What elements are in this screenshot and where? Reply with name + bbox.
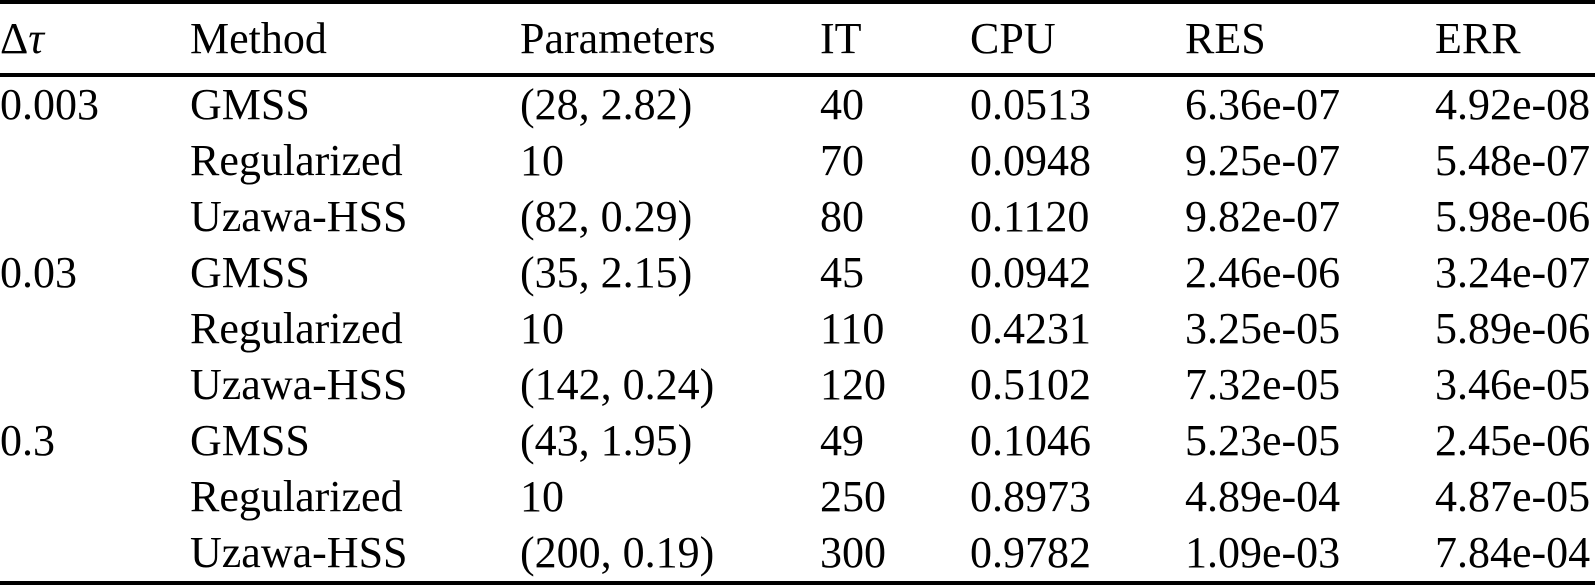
cell-dtau [0,469,190,525]
table-row: Regularized 10 110 0.4231 3.25e-05 5.89e… [0,301,1595,357]
table-row: Uzawa-HSS (142, 0.24) 120 0.5102 7.32e-0… [0,357,1595,413]
cell-it: 250 [820,472,886,521]
cell-it: 49 [820,416,864,465]
cell-method: Regularized [190,472,403,521]
delta-symbol: Δ [0,13,29,63]
table-row: Uzawa-HSS (82, 0.29) 80 0.1120 9.82e-07 … [0,189,1595,245]
table-row: Regularized 10 70 0.0948 9.25e-07 5.48e-… [0,133,1595,189]
cell-parameters: 10 [520,136,564,185]
cell-err: 5.48e-07 [1435,136,1591,185]
cell-cpu: 0.0948 [970,136,1091,185]
cell-dtau: 0.3 [0,416,55,465]
header-parameters: Parameters [520,2,820,77]
cell-res: 7.32e-05 [1185,360,1341,409]
table-row: 0.03 GMSS (35, 2.15) 45 0.0942 2.46e-06 … [0,245,1595,301]
cell-method: GMSS [190,248,310,297]
table-row: Uzawa-HSS (200, 0.19) 300 0.9782 1.09e-0… [0,525,1595,583]
header-it: IT [820,2,970,77]
cell-method: GMSS [190,80,310,129]
cell-res: 2.46e-06 [1185,248,1341,297]
cell-cpu: 0.5102 [970,360,1091,409]
header-err: ERR [1435,2,1595,77]
table-row: 0.3 GMSS (43, 1.95) 49 0.1046 5.23e-05 2… [0,413,1595,469]
header-dtau: Δτ [0,2,190,77]
cell-method: Uzawa-HSS [190,528,408,577]
cell-it: 40 [820,80,864,129]
cell-err: 5.89e-06 [1435,304,1591,353]
cell-err: 5.98e-06 [1435,192,1591,241]
cell-method: Regularized [190,304,403,353]
table-row: 0.003 GMSS (28, 2.82) 40 0.0513 6.36e-07… [0,75,1595,133]
cell-cpu: 0.0942 [970,248,1091,297]
cell-err: 7.84e-04 [1435,528,1591,577]
cell-cpu: 0.8973 [970,472,1091,521]
cell-it: 80 [820,192,864,241]
cell-err: 4.87e-05 [1435,472,1591,521]
cell-it: 300 [820,528,886,577]
cell-parameters: (142, 0.24) [520,360,715,409]
cell-parameters: (43, 1.95) [520,416,693,465]
cell-dtau: 0.003 [0,80,99,129]
table-header-row: Δτ Method Parameters IT CPU RES ERR [0,2,1595,77]
cell-dtau [0,525,190,583]
cell-res: 4.89e-04 [1185,472,1341,521]
cell-parameters: 10 [520,304,564,353]
cell-dtau [0,189,190,245]
cell-parameters: (82, 0.29) [520,192,693,241]
table-row: Regularized 10 250 0.8973 4.89e-04 4.87e… [0,469,1595,525]
header-res: RES [1185,2,1435,77]
cell-res: 9.25e-07 [1185,136,1341,185]
tau-symbol: τ [28,13,45,63]
cell-cpu: 0.0513 [970,80,1091,129]
cell-res: 1.09e-03 [1185,528,1341,577]
cell-dtau: 0.03 [0,248,77,297]
cell-method: GMSS [190,416,310,465]
cell-parameters: (200, 0.19) [520,528,715,577]
cell-res: 9.82e-07 [1185,192,1341,241]
header-cpu: CPU [970,2,1185,77]
cell-cpu: 0.4231 [970,304,1091,353]
cell-parameters: (28, 2.82) [520,80,693,129]
cell-method: Regularized [190,136,403,185]
cell-it: 120 [820,360,886,409]
cell-method: Uzawa-HSS [190,192,408,241]
cell-method: Uzawa-HSS [190,360,408,409]
cell-err: 3.24e-07 [1435,248,1591,297]
cell-dtau [0,133,190,189]
cell-cpu: 0.1046 [970,416,1091,465]
cell-cpu: 0.1120 [970,192,1090,241]
cell-err: 4.92e-08 [1435,80,1591,129]
header-method: Method [190,2,520,77]
cell-cpu: 0.9782 [970,528,1091,577]
cell-res: 5.23e-05 [1185,416,1341,465]
cell-parameters: (35, 2.15) [520,248,693,297]
cell-res: 3.25e-05 [1185,304,1341,353]
cell-it: 70 [820,136,864,185]
cell-it: 110 [820,304,885,353]
cell-it: 45 [820,248,864,297]
cell-dtau [0,301,190,357]
cell-err: 3.46e-05 [1435,360,1591,409]
cell-res: 6.36e-07 [1185,80,1341,129]
cell-parameters: 10 [520,472,564,521]
cell-dtau [0,357,190,413]
cell-err: 2.45e-06 [1435,416,1591,465]
